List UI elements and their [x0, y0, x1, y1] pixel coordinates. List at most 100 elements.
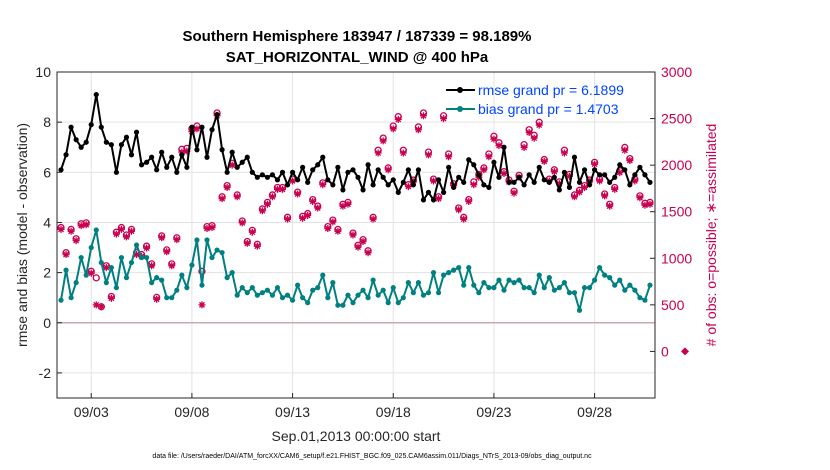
obs-assimilated-point-74: [430, 177, 438, 185]
rmse-point-90: [511, 179, 517, 185]
bias-point-82: [471, 282, 477, 288]
series-lines: [58, 91, 653, 313]
bias-point-19: [154, 275, 160, 281]
bias-point-20: [159, 277, 165, 283]
rmse-point-29: [204, 154, 210, 160]
bias-point-109: [607, 275, 613, 281]
obs-assimilated-point-62: [369, 215, 377, 223]
obs-assimilated-point-98: [550, 168, 558, 176]
bias-point-0: [58, 297, 64, 303]
bias-point-27: [194, 237, 200, 243]
rmse-point-33: [224, 169, 230, 175]
bias-point-9: [103, 280, 109, 286]
rmse-point-73: [425, 189, 432, 195]
rmse-point-97: [546, 179, 552, 185]
bias-point-13: [123, 275, 130, 281]
bias-point-110: [612, 282, 618, 288]
bias-point-30: [209, 254, 215, 261]
rmse-point-8: [98, 124, 104, 130]
legend-entry-bias: bias grand pr = 1.4703: [446, 101, 619, 117]
obs-assimilated-point-42: [268, 193, 276, 201]
obs-assimilated-point-63: [374, 149, 382, 157]
obs-assimilated-point-5: [82, 221, 90, 229]
obs-assimilated-point-99: [555, 180, 563, 188]
bias-point-47: [295, 282, 301, 288]
obs-assimilated-point-117: [646, 200, 654, 208]
rmse-point-63: [375, 167, 381, 173]
obs-assimilated-point-56: [339, 202, 347, 210]
bias-point-35: [234, 292, 240, 298]
rmse-point-67: [395, 189, 401, 195]
bias-point-116: [642, 297, 648, 303]
bias-point-24: [179, 272, 185, 278]
rmse-point-103: [576, 179, 583, 185]
y-left-tick-label-3: 4: [43, 214, 51, 230]
legend-entry-rmse: rmse grand pr = 6.1899: [446, 82, 624, 98]
obs-assimilated-point-112: [621, 146, 629, 154]
chart-title-line2: SAT_HORIZONTAL_WIND @ 400 hPa: [226, 49, 489, 66]
rmse-point-91: [516, 174, 522, 180]
bias-point-49: [305, 300, 311, 306]
obs-assimilated-point-10: [107, 294, 115, 302]
rmse-point-112: [622, 167, 628, 173]
y-left-tick-label-1: 0: [43, 315, 51, 331]
bias-point-17: [143, 254, 150, 261]
rmse-point-41: [264, 174, 271, 180]
rmse-point-36: [239, 159, 245, 165]
bias-point-43: [274, 285, 281, 291]
bias-point-8: [98, 259, 104, 266]
obs-assimilated-point-45: [284, 215, 292, 223]
rmse-point-54: [330, 182, 336, 188]
obs-assimilated-point-57: [344, 200, 352, 208]
obs-assimilated-point-76: [440, 115, 448, 123]
rmse-point-69: [405, 167, 411, 173]
rmse-point-99: [556, 187, 562, 193]
x-tick-label-1: 09/08: [174, 404, 209, 420]
obs-assimilated-point-30: [208, 224, 216, 232]
rmse-point-26: [189, 124, 195, 130]
rmse-point-61: [365, 162, 371, 168]
rmse-point-64: [380, 174, 386, 180]
bias-point-114: [632, 287, 638, 293]
obs-assimilated-point-111: [616, 169, 624, 177]
rmse-point-96: [541, 177, 547, 183]
bias-point-100: [561, 280, 567, 286]
rmse-point-92: [521, 182, 527, 188]
obs-assimilated-point-64: [379, 137, 387, 145]
bias-point-4: [78, 254, 84, 261]
rmse-point-66: [390, 177, 396, 183]
bias-point-107: [597, 265, 603, 271]
x-tick-label-0: 09/03: [74, 404, 109, 420]
bias-point-59: [355, 292, 361, 298]
y-left-tick-label-6: 10: [35, 64, 51, 80]
rmse-point-88: [501, 144, 507, 150]
bias-point-66: [390, 285, 396, 291]
obs-assimilated-point-41: [263, 200, 271, 208]
bias-point-7: [93, 227, 99, 233]
obs-assimilated-point-61: [364, 249, 372, 257]
bias-point-76: [440, 272, 447, 278]
bias-point-18: [149, 280, 155, 286]
offscale-diamond: [681, 347, 689, 356]
rmse-point-50: [310, 167, 316, 173]
rmse-point-16: [138, 162, 145, 168]
obs-assimilated-point-104: [581, 183, 589, 191]
bias-point-84: [481, 280, 487, 286]
rmse-point-117: [647, 179, 653, 185]
obs-assimilated-point-86: [490, 135, 498, 143]
obs-assimilated-point-48: [299, 214, 307, 222]
bias-point-25: [184, 285, 190, 291]
obs-assimilated-point-33: [223, 183, 231, 191]
rmse-point-81: [466, 157, 472, 163]
rmse-point-111: [617, 162, 623, 168]
bias-point-45: [284, 292, 291, 298]
bias-series-line: [60, 229, 651, 312]
rmse-point-87: [496, 174, 502, 180]
rmse-point-101: [566, 184, 573, 190]
obs-assimilated-point-87: [495, 142, 503, 150]
obs-assimilated-point-23: [173, 236, 181, 244]
rmse-point-14: [128, 152, 135, 158]
rmse-point-57: [345, 169, 351, 175]
rmse-point-1: [63, 152, 69, 158]
y-right-tick-label-1: 500: [661, 297, 685, 313]
